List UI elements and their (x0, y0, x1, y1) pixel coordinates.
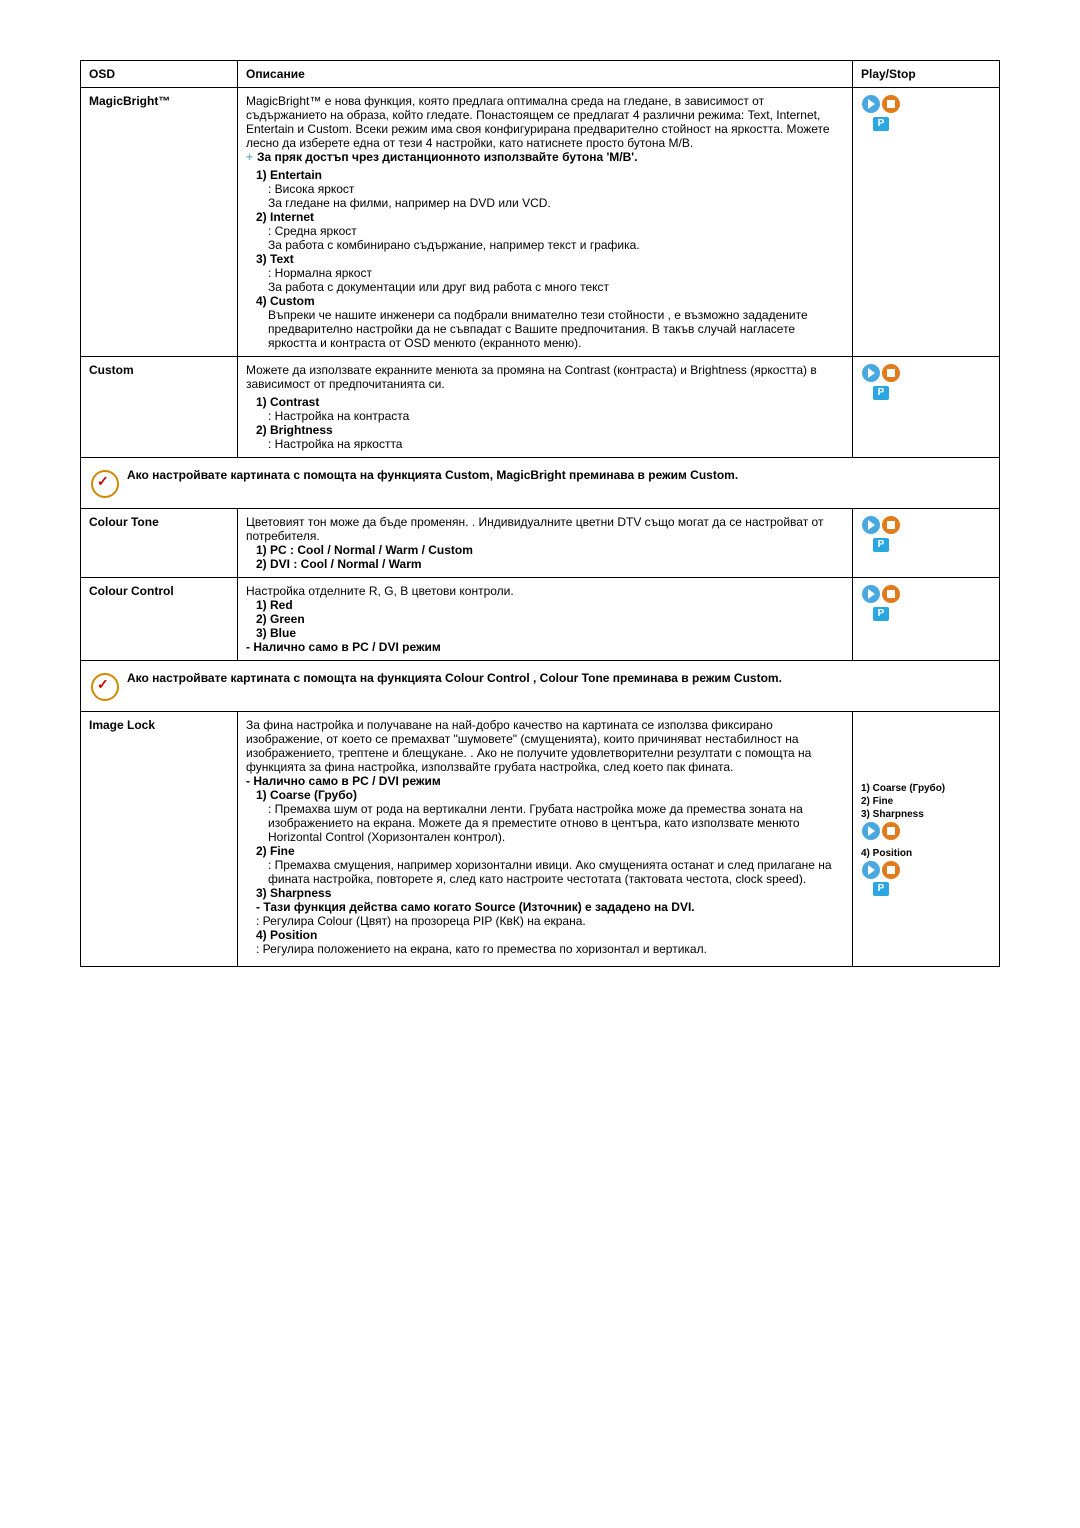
mb-i2-d: За работа с комбинирано съдържание, напр… (246, 238, 844, 252)
note-row-2: Ако настройвате картината с помощта на ф… (81, 661, 1000, 712)
custom-i1-s: : Настройка на контраста (246, 409, 844, 423)
osd-cell: MagicBright™ (81, 88, 238, 357)
stop-icon[interactable] (882, 516, 900, 534)
p-icon[interactable]: P (873, 607, 889, 621)
cc-intro: Настройка отделните R, G, B цветови конт… (246, 584, 514, 598)
stop-icon[interactable] (882, 585, 900, 603)
row-colourtone: Colour Tone Цветовият тон може да бъде п… (81, 509, 1000, 578)
mb-i2-t: 2) Internet (256, 210, 314, 224)
il-psl4: 4) Position (861, 847, 991, 860)
p-icon[interactable]: P (873, 538, 889, 552)
stop-icon[interactable] (882, 822, 900, 840)
play-icon[interactable] (862, 95, 880, 113)
cc-l2: 2) Green (256, 612, 305, 626)
il-i3-t: 3) Sharpness (256, 886, 331, 900)
il-psl3: 3) Sharpness (861, 808, 991, 821)
il-i1-t: 1) Coarse (Грубо) (256, 788, 357, 802)
custom-i1-t: 1) Contrast (256, 395, 319, 409)
custom-osd: Custom (89, 363, 134, 377)
play-icon[interactable] (862, 516, 880, 534)
il-i3-n: - Тази функция действа само когато Sourc… (256, 900, 695, 914)
il-ps-labels2: 4) Position (861, 847, 991, 860)
play-icon[interactable] (862, 364, 880, 382)
il-pcnote: - Налично само в PC / DVI режим (246, 774, 441, 788)
mb-i4-t: 4) Custom (256, 294, 315, 308)
mb-i3-s: : Нормална яркост (246, 266, 844, 280)
stop-icon[interactable] (882, 364, 900, 382)
play-icon[interactable] (862, 585, 880, 603)
desc-cell: MagicBright™ е нова функция, която предл… (238, 88, 853, 357)
mb-i3-d: За работа с документации или друг вид ра… (246, 280, 844, 294)
mb-i3-t: 3) Text (256, 252, 294, 266)
note1-text: Ако настройвате картината с помощта на ф… (127, 468, 738, 482)
mb-i1-s: : Висока яркост (246, 182, 844, 196)
play-stop-icons: P (861, 515, 901, 552)
row-custom: Custom Можете да използвате екранните ме… (81, 357, 1000, 458)
mb-i1-d: За гледане на филми, например на DVD или… (246, 196, 844, 210)
il-osd: Image Lock (89, 718, 155, 732)
il-psl1: 1) Coarse (Грубо) (861, 782, 991, 795)
play-stop-icons: P (861, 363, 901, 400)
mb-i4-d: Въпреки че нашите инженери са подбрали в… (246, 308, 844, 350)
p-icon[interactable]: P (873, 117, 889, 131)
plus-icon: + (246, 150, 253, 164)
note-icon (91, 673, 119, 701)
custom-intro: Можете да използвате екранните менюта за… (246, 363, 817, 391)
cc-l1: 1) Red (256, 598, 293, 612)
play-icon[interactable] (862, 861, 880, 879)
ct-l1: 1) PC : Cool / Normal / Warm / Custom (256, 543, 473, 557)
header-desc: Описание (238, 61, 853, 88)
note2-text: Ако настройвате картината с помощта на ф… (127, 671, 782, 685)
header-ps: Play/Stop (853, 61, 1000, 88)
play-icon[interactable] (862, 822, 880, 840)
mb-intro: MagicBright™ е нова функция, която предл… (246, 94, 830, 150)
cc-note: - Налично само в PC / DVI режим (246, 640, 441, 654)
mb-i2-s: : Средна яркост (246, 224, 844, 238)
custom-i2-s: : Настройка на яркостта (246, 437, 844, 451)
il-i2-d: : Премахва смущения, например хоризонтал… (246, 858, 844, 886)
il-i1-d: : Премахва шум от рода на вертикални лен… (246, 802, 844, 844)
cc-l3: 3) Blue (256, 626, 296, 640)
il-ps-labels: 1) Coarse (Грубо) 2) Fine 3) Sharpness (861, 782, 991, 821)
ct-l2: 2) DVI : Cool / Normal / Warm (256, 557, 422, 571)
ps-cell: P (853, 88, 1000, 357)
il-intro: За фина настройка и получаване на най-до… (246, 718, 811, 774)
header-row: OSD Описание Play/Stop (81, 61, 1000, 88)
il-i3-d: : Регулира Colour (Цвят) на прозореца PI… (246, 914, 844, 928)
p-icon[interactable]: P (873, 882, 889, 896)
il-i2-t: 2) Fine (256, 844, 295, 858)
row-magicbright: MagicBright™ MagicBright™ е нова функция… (81, 88, 1000, 357)
note-icon (91, 470, 119, 498)
osd-table: OSD Описание Play/Stop MagicBright™ Magi… (80, 60, 1000, 967)
mb-i1-t: 1) Entertain (256, 168, 322, 182)
stop-icon[interactable] (882, 95, 900, 113)
play-stop-icons: P (861, 94, 901, 131)
stop-icon[interactable] (882, 861, 900, 879)
il-i4-t: 4) Position (256, 928, 317, 942)
il-psl2: 2) Fine (861, 795, 991, 808)
play-stop-icons: P (861, 860, 901, 897)
mb-remote: За пряк достъп чрез дистанционното изпол… (257, 150, 637, 164)
play-stop-icons (861, 821, 901, 841)
cc-osd: Colour Control (89, 584, 174, 598)
p-icon[interactable]: P (873, 386, 889, 400)
ct-osd: Colour Tone (89, 515, 159, 529)
il-i4-d: : Регулира положението на екрана, като г… (246, 942, 844, 956)
note-row-1: Ако настройвате картината с помощта на ф… (81, 458, 1000, 509)
custom-i2-t: 2) Brightness (256, 423, 333, 437)
header-osd: OSD (81, 61, 238, 88)
row-imagelock: Image Lock За фина настройка и получаван… (81, 712, 1000, 967)
play-stop-icons: P (861, 584, 901, 621)
ct-intro: Цветовият тон може да бъде променян. . И… (246, 515, 823, 543)
row-colourcontrol: Colour Control Настройка отделните R, G,… (81, 578, 1000, 661)
